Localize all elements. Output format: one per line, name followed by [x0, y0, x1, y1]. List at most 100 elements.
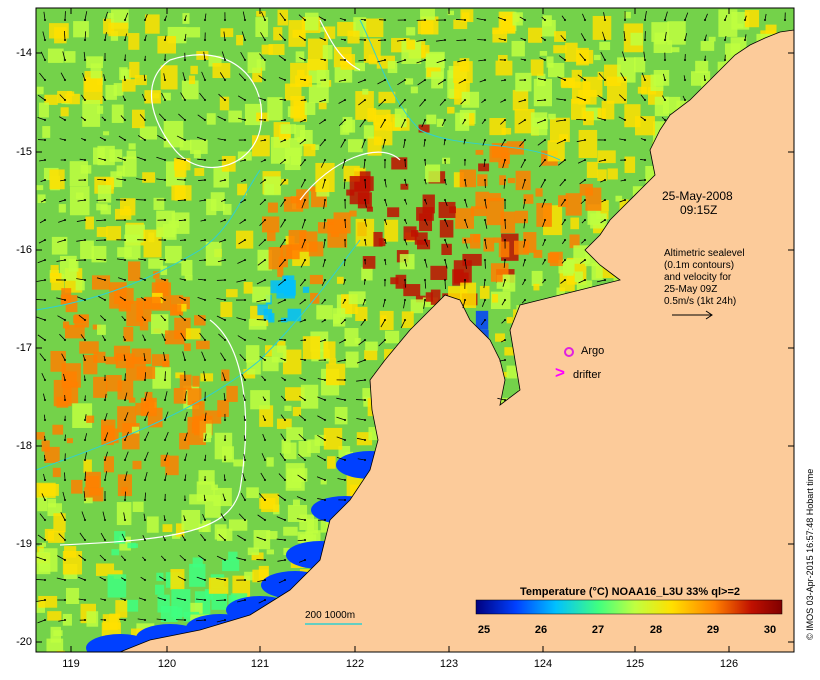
- velocity-arrow-dot: [244, 459, 246, 461]
- velocity-arrow: [164, 431, 169, 441]
- velocity-arrow-dot: [384, 59, 386, 61]
- velocity-arrow-dot: [344, 139, 346, 141]
- sst-cell: [144, 296, 161, 310]
- sst-cell: [65, 295, 78, 313]
- velocity-arrow-dot: [484, 99, 486, 101]
- velocity-arrow: [416, 39, 426, 42]
- velocity-arrow: [600, 51, 606, 61]
- velocity-arrow-dot: [164, 419, 166, 421]
- sst-cell: [228, 110, 242, 123]
- velocity-arrow: [280, 433, 286, 441]
- velocity-arrow-dot: [44, 159, 46, 161]
- velocity-arrow-dot: [524, 299, 526, 301]
- argo-label: Argo: [581, 345, 605, 357]
- velocity-arrow-dot: [44, 239, 46, 241]
- velocity-arrow-dot: [124, 619, 126, 621]
- x-tick-label: 119: [62, 658, 80, 670]
- velocity-arrow: [377, 79, 386, 85]
- velocity-arrow-dot: [264, 99, 266, 101]
- velocity-arrow-dot: [764, 19, 766, 21]
- velocity-arrow-dot: [544, 159, 546, 161]
- velocity-arrow-dot: [144, 299, 146, 301]
- velocity-arrow: [317, 396, 326, 401]
- velocity-arrow-dot: [64, 399, 66, 401]
- velocity-arrow: [79, 532, 86, 541]
- velocity-arrow-dot: [304, 459, 306, 461]
- sst-cell: [252, 286, 271, 303]
- velocity-arrow-dot: [244, 59, 246, 61]
- velocity-arrow-dot: [404, 199, 406, 201]
- velocity-arrow-dot: [204, 479, 206, 481]
- velocity-arrow: [300, 179, 306, 188]
- velocity-arrow-dot: [344, 79, 346, 81]
- velocity-arrow: [236, 317, 246, 321]
- velocity-arrow-dot: [84, 259, 86, 261]
- velocity-arrow-dot: [424, 99, 426, 101]
- velocity-arrow-dot: [244, 479, 246, 481]
- sst-cell: [442, 157, 451, 164]
- sst-cell: [576, 280, 593, 293]
- velocity-arrow: [278, 279, 286, 286]
- velocity-arrow-dot: [504, 59, 506, 61]
- velocity-arrow-dot: [344, 159, 346, 161]
- velocity-arrow: [36, 579, 46, 581]
- velocity-arrow: [297, 539, 306, 542]
- sst-cell: [367, 108, 377, 122]
- sst-cell: [228, 551, 238, 561]
- velocity-arrow: [259, 53, 266, 61]
- velocity-arrow-dot: [184, 479, 186, 481]
- sst-cell: [459, 169, 477, 188]
- velocity-arrow-dot: [344, 359, 346, 361]
- velocity-arrow-dot: [564, 139, 566, 141]
- velocity-arrow-dot: [264, 179, 266, 181]
- sst-cell: [160, 605, 178, 622]
- velocity-arrow-dot: [184, 79, 186, 81]
- velocity-arrow: [144, 431, 150, 441]
- velocity-arrow-dot: [644, 39, 646, 41]
- sst-cell: [501, 127, 512, 135]
- velocity-arrow-dot: [264, 19, 266, 21]
- sst-cell: [499, 175, 506, 186]
- velocity-arrow-dot: [84, 219, 86, 221]
- velocity-arrow-dot: [64, 519, 66, 521]
- sst-cell: [314, 434, 327, 446]
- velocity-arrow: [579, 53, 586, 61]
- velocity-arrow: [76, 278, 86, 281]
- velocity-arrow-dot: [104, 199, 106, 201]
- velocity-arrow: [59, 333, 66, 341]
- velocity-arrow-dot: [204, 359, 206, 361]
- velocity-arrow: [37, 534, 46, 541]
- velocity-arrow: [202, 513, 206, 521]
- sst-cell: [362, 256, 376, 269]
- velocity-arrow-dot: [664, 79, 666, 81]
- velocity-arrow-dot: [304, 59, 306, 61]
- velocity-arrow-dot: [164, 279, 166, 281]
- velocity-arrow: [519, 139, 526, 147]
- velocity-arrow-dot: [84, 539, 86, 541]
- sst-cell: [422, 297, 438, 308]
- velocity-arrow-dot: [404, 159, 406, 161]
- velocity-arrow: [59, 116, 66, 121]
- velocity-arrow-dot: [584, 39, 586, 41]
- sst-cell: [364, 350, 378, 361]
- velocity-arrow-dot: [124, 179, 126, 181]
- sst-cell: [425, 164, 441, 183]
- sst-cell: [308, 84, 329, 103]
- velocity-arrow-dot: [244, 179, 246, 181]
- velocity-arrow-dot: [224, 79, 226, 81]
- sst-cell: [404, 78, 414, 85]
- sst-cell: [206, 113, 216, 125]
- sst-cell: [37, 497, 48, 512]
- velocity-arrow-dot: [84, 39, 86, 41]
- sst-cell: [48, 23, 69, 39]
- sst-cell: [36, 185, 44, 191]
- velocity-arrow-dot: [144, 319, 146, 321]
- sst-cell: [483, 237, 495, 252]
- velocity-arrow-dot: [164, 619, 166, 621]
- velocity-arrow: [444, 239, 449, 248]
- velocity-arrow: [144, 14, 148, 21]
- velocity-arrow: [279, 159, 286, 165]
- velocity-arrow-dot: [304, 179, 306, 181]
- sst-cell: [401, 311, 414, 329]
- velocity-arrow-dot: [544, 259, 546, 261]
